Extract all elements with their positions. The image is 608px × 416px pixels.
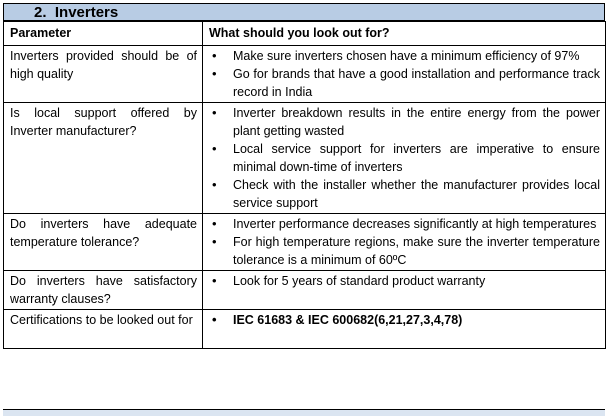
row-points: Inverter performance decreases significa… (202, 213, 606, 271)
bullet-point: Check with the installer whether the man… (209, 176, 600, 212)
row-parameter: Inverters provided should be of high qua… (3, 45, 203, 103)
row-parameter: Do inverters have adequate temperature t… (3, 213, 203, 271)
row-points: Make sure inverters chosen have a minimu… (202, 45, 606, 103)
inverters-table: Parameter What should you look out for? … (3, 21, 606, 349)
bullet-point: Inverter performance decreases significa… (209, 215, 600, 233)
section-title: 2. Inverters (3, 3, 605, 21)
header-lookout: What should you look out for? (202, 21, 606, 46)
table-row: Do inverters have adequate temperature t… (3, 213, 606, 271)
bullet-point: Look for 5 years of standard product war… (209, 272, 600, 290)
table-row: Do inverters have satisfactory warranty … (3, 270, 606, 310)
section-number: 2. (34, 4, 47, 21)
bullet-point: Make sure inverters chosen have a minimu… (209, 47, 600, 65)
bullet-point: IEC 61683 & IEC 600682(6,21,27,3,4,78) (209, 311, 600, 329)
bullet-point: Local service support for inverters are … (209, 140, 600, 176)
table-header-row: Parameter What should you look out for? (3, 21, 606, 46)
table-row: Inverters provided should be of high qua… (3, 45, 606, 103)
row-points: Look for 5 years of standard product war… (202, 270, 606, 310)
section-title-text: Inverters (54, 4, 119, 21)
row-parameter: Do inverters have satisfactory warranty … (3, 270, 203, 310)
table-row: Is local support offered by Inverter man… (3, 102, 606, 214)
row-parameter: Certifications to be looked out for (3, 309, 203, 349)
header-parameter: Parameter (3, 21, 203, 46)
bullet-point: Go for brands that have a good installat… (209, 65, 600, 101)
inverters-table-frame: 2. Inverters Parameter What should you l… (3, 3, 606, 412)
table-row: Certifications to be looked out for IEC … (3, 309, 606, 349)
row-points: Inverter breakdown results in the entire… (202, 102, 606, 214)
next-section-band (3, 409, 605, 416)
row-parameter: Is local support offered by Inverter man… (3, 102, 203, 214)
bullet-point: For high temperature regions, make sure … (209, 233, 600, 269)
row-points: IEC 61683 & IEC 600682(6,21,27,3,4,78) (202, 309, 606, 349)
bullet-point: Inverter breakdown results in the entire… (209, 104, 600, 140)
